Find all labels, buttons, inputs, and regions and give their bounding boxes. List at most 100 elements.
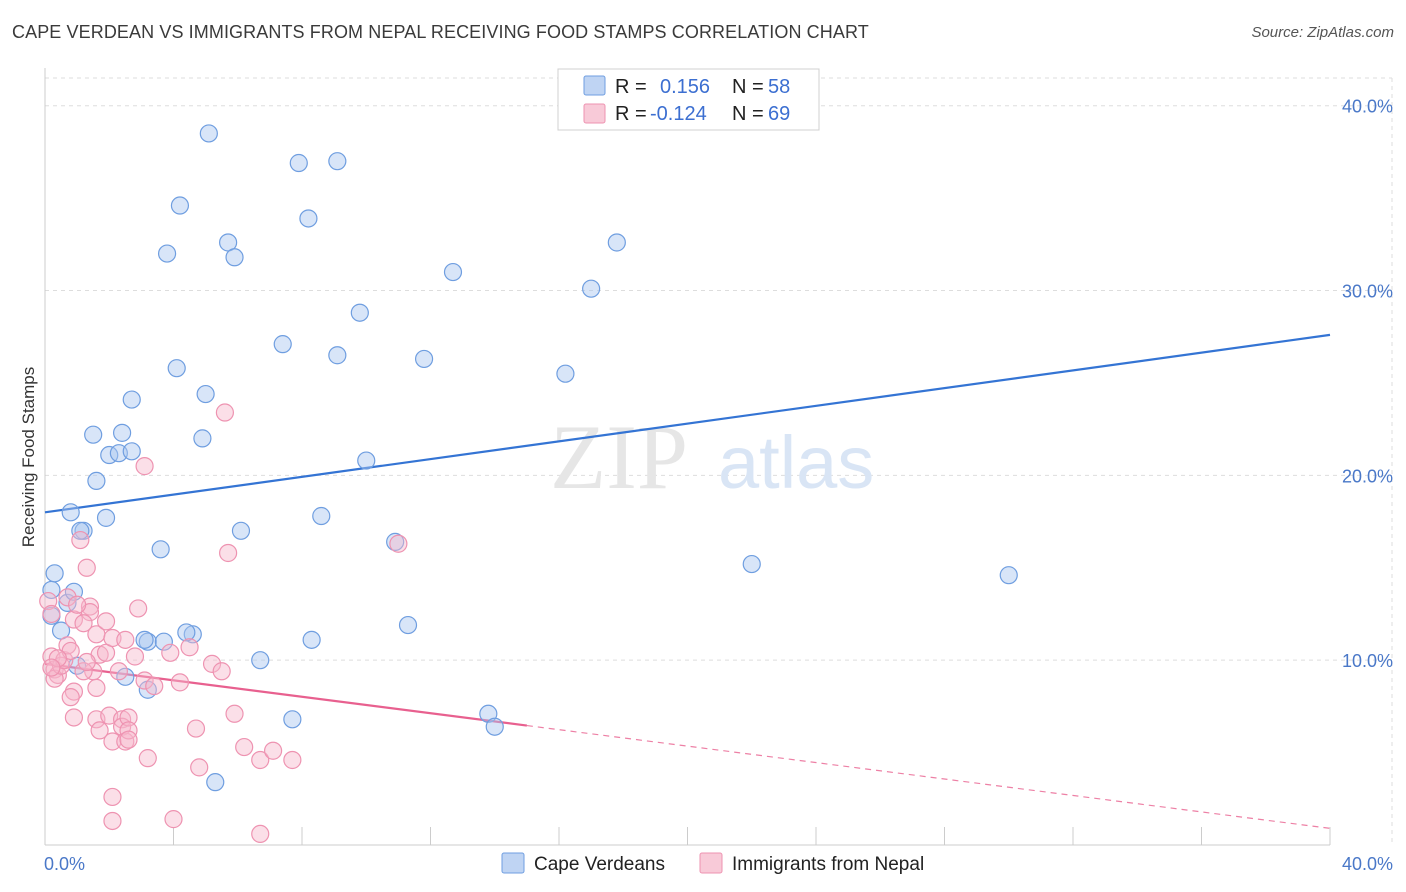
cape-verdean-point-8 xyxy=(71,521,90,540)
nepal-point-15 xyxy=(77,558,96,577)
nepal-point-64 xyxy=(42,658,61,677)
legend-r-label-1: R = xyxy=(615,76,647,98)
cape-verdean-point-11 xyxy=(84,425,103,444)
cape-verdean-point-16 xyxy=(122,390,141,409)
axes xyxy=(44,68,1331,846)
x-tick-label-min: 0.0% xyxy=(44,854,85,874)
chart-title: CAPE VERDEAN VS IMMIGRANTS FROM NEPAL RE… xyxy=(12,22,869,42)
nepal-point-68 xyxy=(77,652,96,672)
legend-n-value-1: 58 xyxy=(768,76,790,98)
cape-verdean-point-56 xyxy=(206,773,225,792)
watermark: ZIP atlas xyxy=(550,406,874,508)
y-tick-label-3: 40.0% xyxy=(1342,97,1393,117)
cape-verdean-point-41 xyxy=(556,364,575,383)
nepal-point-1 xyxy=(42,604,61,624)
cape-verdean-point-31 xyxy=(328,152,347,171)
cape-verdean-point-33 xyxy=(350,303,369,322)
nepal-point-38 xyxy=(129,599,148,618)
nepal-point-37 xyxy=(125,647,145,666)
bottom-legend-swatch-cape-verdeans xyxy=(501,852,525,874)
cape-verdean-point-45 xyxy=(485,717,504,736)
tick-labels: 10.0% 20.0% 30.0% 40.0% 0.0% 40.0% xyxy=(44,97,1393,874)
nepal-point-10 xyxy=(64,610,84,629)
cape-verdean-point-30 xyxy=(312,506,331,526)
x-tick-label-max: 40.0% xyxy=(1342,854,1393,874)
nepal-point-46 xyxy=(186,719,206,738)
nepal-point-13 xyxy=(58,588,77,607)
y-tick-label-0: 10.0% xyxy=(1342,651,1393,671)
watermark-atlas: atlas xyxy=(718,421,874,504)
cape-verdean-point-27 xyxy=(273,335,292,354)
nepal-point-21 xyxy=(87,678,106,698)
nepal-point-44 xyxy=(170,673,190,692)
nepal-point-63 xyxy=(48,649,67,668)
nepal-point-60 xyxy=(103,811,122,831)
nepal-point-29 xyxy=(109,662,128,681)
cape-verdean-point-1 xyxy=(45,564,64,583)
nepal-point-58 xyxy=(164,810,183,829)
nepal-point-41 xyxy=(138,749,157,768)
nepal-point-54 xyxy=(251,750,270,770)
nepal-point-52 xyxy=(225,704,244,723)
cape-verdean-point-9 xyxy=(96,508,116,527)
cape-verdean-point-36 xyxy=(398,615,418,635)
legend-r-value-1: 0.156 xyxy=(660,76,710,98)
nepal-point-65 xyxy=(68,595,87,614)
cape-verdean-point-53 xyxy=(154,632,173,651)
cape-verdean-point-26 xyxy=(231,521,251,540)
cape-verdean-point-42 xyxy=(742,554,761,574)
cape-verdean-point-21 xyxy=(157,244,177,263)
nepal-point-53 xyxy=(235,737,254,757)
nepal-point-66 xyxy=(74,614,93,633)
nepal-point-43 xyxy=(161,643,180,662)
nepal-point-47 xyxy=(190,758,209,777)
nepal-point-12 xyxy=(61,688,80,707)
nepal-point-27 xyxy=(103,732,122,751)
bottom-legend-label-cape-verdeans: Cape Verdeans xyxy=(534,854,665,875)
nepal-point-57 xyxy=(251,824,270,844)
nepal-point-56 xyxy=(283,750,302,770)
legend-swatch-nepal xyxy=(583,103,606,124)
nepal-point-45 xyxy=(180,638,199,657)
nepal-point-36 xyxy=(119,730,138,749)
bottom-legend-label-nepal: Immigrants from Nepal xyxy=(732,854,924,875)
y-tick-label-2: 30.0% xyxy=(1342,282,1393,302)
nepal-point-14 xyxy=(71,530,90,550)
nepal-trend-line xyxy=(44,662,528,727)
y-axis-label: Receiving Food Stamps xyxy=(19,367,38,547)
nepal-point-23 xyxy=(90,721,109,740)
legend-n-value-2: 69 xyxy=(768,103,790,125)
y-tick-label-1: 20.0% xyxy=(1342,466,1393,486)
cape-verdean-point-40 xyxy=(582,279,601,298)
legend-n-label-2: N = xyxy=(732,103,764,125)
nepal-point-11 xyxy=(64,682,84,701)
bottom-legend-swatch-nepal xyxy=(699,852,723,874)
cape-verdean-point-15 xyxy=(122,442,141,461)
cape-verdean-point-50 xyxy=(177,623,196,642)
cape-verdean-point-43 xyxy=(999,566,1018,585)
cape-verdean-point-39 xyxy=(607,233,626,252)
cape-verdean-point-25 xyxy=(225,248,244,267)
nepal-point-50 xyxy=(215,403,234,422)
nepal-point-42 xyxy=(145,676,164,696)
cape-verdean-point-28 xyxy=(289,153,308,173)
nepal-point-34 xyxy=(119,708,138,727)
nepal-point-48 xyxy=(202,654,222,673)
source-credit: Source: ZipAtlas.com xyxy=(1251,24,1394,41)
cape-verdean-point-10 xyxy=(87,471,106,491)
nepal-point-40 xyxy=(135,457,154,476)
cape-verdean-point-48 xyxy=(251,651,270,670)
cape-verdean-point-29 xyxy=(299,209,318,228)
series-legend: Cape Verdeans Immigrants from Nepal xyxy=(501,852,924,875)
cape-verdean-point-20 xyxy=(196,384,215,404)
nepal-point-33 xyxy=(116,630,135,649)
nepal-trend-line-extension xyxy=(526,724,1331,829)
cape-verdean-point-46 xyxy=(302,630,321,649)
cape-verdean-point-34 xyxy=(357,451,376,470)
cape-verdean-point-32 xyxy=(328,346,347,365)
cape-verdean-point-38 xyxy=(443,262,463,282)
nepal-point-30 xyxy=(112,710,132,729)
correlation-legend: R = 0.156 N = 58 R = -0.124 N = 69 xyxy=(557,68,820,131)
cape-verdean-point-23 xyxy=(199,124,218,143)
nepal-point-8 xyxy=(58,636,77,655)
